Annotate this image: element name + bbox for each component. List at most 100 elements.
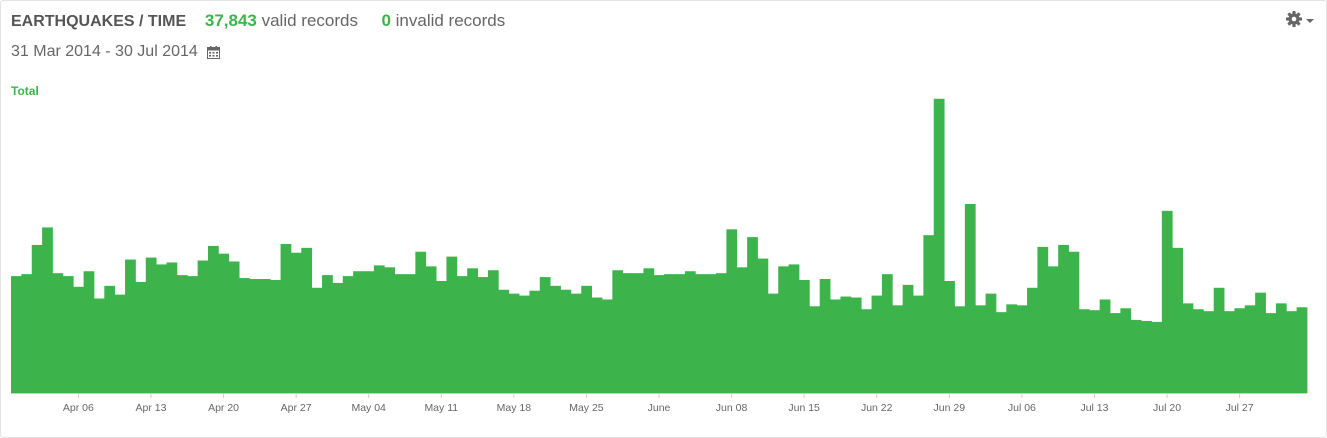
bar[interactable] — [726, 229, 738, 393]
bar[interactable] — [239, 278, 250, 393]
bar[interactable] — [498, 289, 510, 393]
bar[interactable] — [1203, 311, 1215, 393]
bar[interactable] — [591, 297, 603, 393]
bar[interactable] — [747, 237, 758, 393]
bar[interactable] — [301, 247, 313, 393]
bar[interactable] — [985, 293, 997, 393]
bar[interactable] — [280, 243, 292, 393]
bar[interactable] — [477, 277, 489, 393]
bar[interactable] — [798, 279, 810, 393]
bar[interactable] — [135, 281, 147, 393]
bar[interactable] — [1027, 287, 1038, 393]
bar[interactable] — [1037, 246, 1049, 393]
bar[interactable] — [425, 266, 437, 393]
bar[interactable] — [166, 262, 178, 393]
bar[interactable] — [923, 235, 935, 393]
bar[interactable] — [456, 276, 468, 393]
bar[interactable] — [1172, 247, 1183, 393]
bar[interactable] — [788, 264, 800, 393]
bar[interactable] — [570, 293, 582, 393]
bar[interactable] — [1265, 313, 1277, 393]
bar[interactable] — [104, 285, 116, 393]
bar[interactable] — [259, 279, 271, 393]
bar[interactable] — [1016, 305, 1028, 393]
bar[interactable] — [612, 270, 624, 393]
bar[interactable] — [674, 274, 686, 393]
bar[interactable] — [384, 267, 396, 393]
bar[interactable] — [1286, 311, 1298, 393]
bar[interactable] — [1255, 292, 1266, 393]
bar[interactable] — [156, 264, 167, 393]
bar[interactable] — [633, 273, 644, 393]
bar[interactable] — [1234, 308, 1246, 393]
bar[interactable] — [809, 306, 821, 393]
bar[interactable] — [850, 297, 862, 393]
bar[interactable] — [52, 273, 64, 393]
bar[interactable] — [1058, 244, 1069, 393]
bar[interactable] — [519, 295, 530, 393]
bar[interactable] — [767, 293, 779, 393]
calendar-icon[interactable] — [206, 45, 220, 59]
bar[interactable] — [21, 274, 33, 393]
bar[interactable] — [415, 251, 427, 393]
bar[interactable] — [944, 280, 955, 393]
bar[interactable] — [581, 285, 593, 393]
bar[interactable] — [114, 294, 126, 393]
bar[interactable] — [11, 276, 22, 393]
bar[interactable] — [353, 271, 364, 393]
bar[interactable] — [913, 295, 924, 393]
bar[interactable] — [560, 289, 572, 393]
bar[interactable] — [218, 253, 230, 393]
bar[interactable] — [550, 285, 561, 393]
bar[interactable] — [1151, 321, 1163, 393]
bar[interactable] — [467, 268, 478, 393]
bar[interactable] — [933, 98, 945, 393]
bar[interactable] — [73, 286, 84, 393]
bar[interactable] — [1130, 319, 1142, 393]
bar[interactable] — [1089, 310, 1101, 393]
bar[interactable] — [778, 266, 789, 393]
bar[interactable] — [1296, 307, 1308, 393]
bar[interactable] — [125, 259, 136, 393]
bar[interactable] — [975, 305, 986, 393]
bar[interactable] — [404, 274, 416, 393]
bar[interactable] — [1078, 309, 1090, 393]
bar[interactable] — [311, 287, 323, 393]
bar[interactable] — [363, 271, 375, 393]
bar[interactable] — [31, 244, 43, 393]
bar[interactable] — [716, 273, 727, 393]
bar[interactable] — [373, 265, 385, 393]
bar[interactable] — [394, 274, 406, 393]
bar[interactable] — [861, 309, 872, 393]
bar[interactable] — [653, 275, 665, 393]
bar[interactable] — [1161, 210, 1173, 393]
bar[interactable] — [332, 282, 344, 393]
bar[interactable] — [446, 256, 458, 393]
bar[interactable] — [436, 280, 447, 393]
bar[interactable] — [622, 273, 634, 393]
bar[interactable] — [892, 305, 904, 393]
bar[interactable] — [695, 274, 707, 393]
bar[interactable] — [539, 277, 551, 393]
bar[interactable] — [187, 276, 199, 393]
bar[interactable] — [1047, 266, 1059, 393]
bar[interactable] — [176, 275, 188, 393]
bar[interactable] — [871, 295, 883, 393]
bar[interactable] — [342, 276, 354, 393]
settings-menu-button[interactable] — [1286, 11, 1314, 27]
bar[interactable] — [228, 261, 240, 393]
bar[interactable] — [664, 274, 675, 393]
bar[interactable] — [1182, 303, 1194, 393]
bar[interactable] — [62, 276, 74, 393]
bar[interactable] — [964, 204, 976, 393]
bar[interactable] — [322, 275, 333, 393]
bar[interactable] — [881, 274, 893, 393]
bar[interactable] — [1213, 287, 1225, 393]
bar[interactable] — [83, 271, 95, 393]
bar[interactable] — [705, 274, 717, 393]
bar[interactable] — [830, 299, 841, 393]
bar[interactable] — [1275, 303, 1287, 393]
bar[interactable] — [508, 293, 520, 393]
bar[interactable] — [1068, 251, 1080, 393]
bar[interactable] — [601, 299, 613, 393]
